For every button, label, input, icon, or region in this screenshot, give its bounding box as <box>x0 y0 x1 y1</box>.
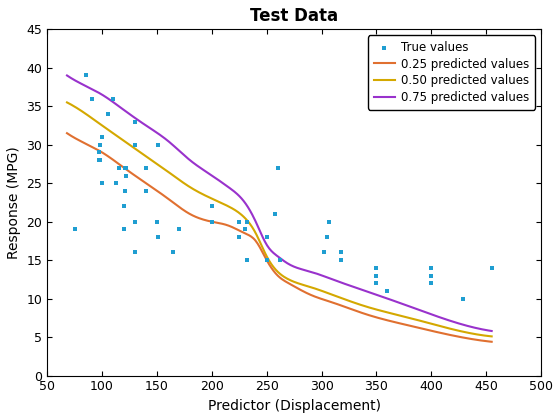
True values <box>70 226 79 233</box>
True values <box>323 234 332 241</box>
True values <box>120 203 129 210</box>
True values <box>319 249 328 256</box>
0.50 predicted values <box>372 307 379 312</box>
0.25 predicted values <box>370 314 377 319</box>
0.75 predicted values <box>488 328 495 333</box>
Line: 0.25 predicted values: 0.25 predicted values <box>67 133 492 342</box>
True values <box>153 234 162 241</box>
True values <box>153 142 162 148</box>
True values <box>95 142 104 148</box>
True values <box>122 172 130 179</box>
True values <box>427 280 436 286</box>
0.75 predicted values <box>331 278 338 283</box>
True values <box>97 180 106 186</box>
True values <box>120 188 129 194</box>
True values <box>325 218 334 225</box>
True values <box>97 134 106 140</box>
True values <box>372 280 381 286</box>
0.50 predicted values <box>64 100 71 105</box>
True values <box>130 118 139 125</box>
True values <box>235 234 244 241</box>
0.50 predicted values <box>115 134 122 139</box>
True values <box>242 218 251 225</box>
True values <box>271 211 280 218</box>
True values <box>337 249 346 256</box>
0.75 predicted values <box>115 103 122 108</box>
True values <box>109 95 118 102</box>
True values <box>175 226 184 233</box>
0.25 predicted values <box>202 218 209 223</box>
True values <box>383 288 392 294</box>
True values <box>427 265 436 271</box>
True values <box>142 165 151 171</box>
0.25 predicted values <box>372 315 379 320</box>
True values <box>142 188 151 194</box>
0.25 predicted values <box>64 131 71 136</box>
True values <box>120 165 129 171</box>
True values <box>337 257 346 263</box>
0.50 predicted values <box>232 207 239 213</box>
True values <box>95 157 104 163</box>
True values <box>276 257 284 263</box>
0.75 predicted values <box>202 169 209 174</box>
True values <box>273 165 282 171</box>
True values <box>94 157 103 163</box>
True values <box>242 257 251 263</box>
True values <box>130 249 139 256</box>
True values <box>120 226 129 233</box>
0.25 predicted values <box>488 339 495 344</box>
0.25 predicted values <box>232 226 239 231</box>
Y-axis label: Response (MPG): Response (MPG) <box>7 146 21 259</box>
0.50 predicted values <box>370 306 377 311</box>
0.25 predicted values <box>331 301 338 306</box>
True values <box>88 95 97 102</box>
Line: 0.50 predicted values: 0.50 predicted values <box>67 102 492 336</box>
True values <box>235 234 244 241</box>
0.50 predicted values <box>331 293 338 298</box>
True values <box>262 257 271 263</box>
True values <box>114 165 123 171</box>
True values <box>207 218 216 225</box>
True values <box>427 272 436 279</box>
0.75 predicted values <box>232 190 239 195</box>
True values <box>262 234 271 241</box>
True values <box>235 218 244 225</box>
True values <box>487 265 496 271</box>
0.25 predicted values <box>115 161 122 166</box>
True values <box>94 149 103 156</box>
Title: Test Data: Test Data <box>250 7 338 25</box>
True values <box>130 142 139 148</box>
0.75 predicted values <box>64 73 71 78</box>
True values <box>169 249 178 256</box>
True values <box>130 218 139 225</box>
True values <box>122 165 130 171</box>
True values <box>337 257 346 263</box>
True values <box>81 72 90 79</box>
True values <box>152 218 161 225</box>
True values <box>372 265 381 271</box>
0.50 predicted values <box>488 334 495 339</box>
X-axis label: Predictor (Displacement): Predictor (Displacement) <box>208 399 381 413</box>
True values <box>112 180 121 186</box>
Line: 0.75 predicted values: 0.75 predicted values <box>67 76 492 331</box>
True values <box>207 203 216 210</box>
Legend: True values, 0.25 predicted values, 0.50 predicted values, 0.75 predicted values: True values, 0.25 predicted values, 0.50… <box>368 35 535 110</box>
0.50 predicted values <box>202 193 209 198</box>
0.75 predicted values <box>372 292 379 297</box>
True values <box>372 272 381 279</box>
True values <box>459 295 468 302</box>
True values <box>103 110 112 117</box>
0.75 predicted values <box>370 291 377 296</box>
True values <box>240 226 249 233</box>
